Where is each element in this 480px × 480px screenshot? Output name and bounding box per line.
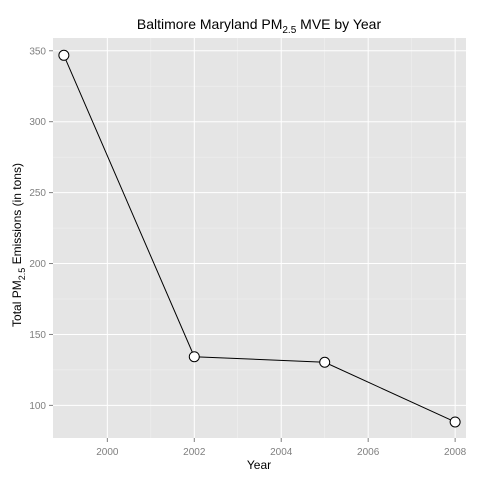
axis-ticks	[49, 50, 456, 442]
y-tick-label: 250	[29, 188, 46, 199]
y-axis-title: Total PM2.5 Emissions (in tons)	[10, 163, 27, 327]
data-point	[58, 49, 70, 61]
axis-tick-labels: 2000 2002 2004 2006 2008 100 150 200 250 300 350	[29, 46, 466, 458]
data-point	[319, 356, 331, 368]
y-tick-label: 200	[29, 259, 46, 270]
series-emissions	[58, 49, 461, 428]
y-axis-title-subscript: 2.5	[17, 268, 27, 281]
x-tick-label: 2004	[270, 447, 293, 458]
data-point	[449, 416, 461, 428]
major-gridlines	[53, 38, 466, 438]
y-axis-title-main: Total PM	[10, 280, 24, 327]
x-tick-label: 2000	[96, 447, 119, 458]
x-tick-label: 2002	[183, 447, 206, 458]
chart-title: Baltimore Maryland PM2.5 MVE by Year	[137, 16, 382, 36]
y-tick-label: 300	[29, 117, 46, 128]
x-tick-label: 2006	[357, 447, 380, 458]
chart-title-main: Baltimore Maryland PM	[137, 16, 283, 32]
minor-gridlines	[53, 38, 466, 438]
y-tick-label: 350	[29, 46, 46, 57]
series-line	[63, 55, 456, 423]
y-tick-label: 100	[29, 401, 46, 412]
x-tick-label: 2008	[444, 447, 467, 458]
data-point	[188, 351, 200, 363]
plot-panel	[53, 38, 466, 438]
y-tick-label: 150	[29, 330, 46, 341]
y-axis-title-rest: Emissions (in tons)	[10, 163, 24, 268]
x-axis-title: Year	[247, 458, 271, 472]
chart-title-rest: MVE by Year	[296, 16, 381, 32]
chart-title-subscript: 2.5	[282, 25, 296, 36]
